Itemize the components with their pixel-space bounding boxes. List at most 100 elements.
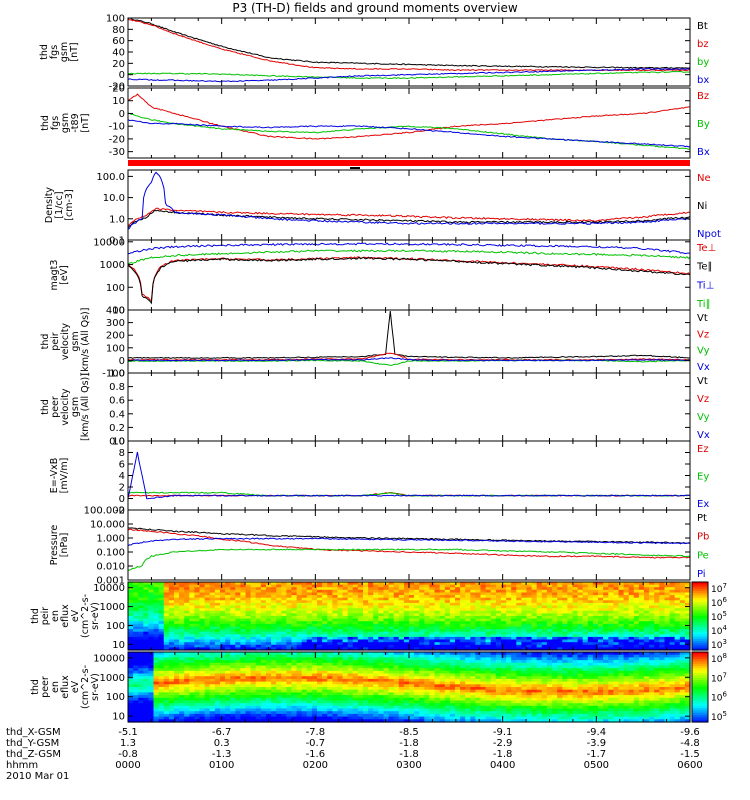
spectrogram-cell	[255, 610, 262, 614]
spectrogram-cell	[153, 636, 160, 641]
spectrogram-cell	[317, 600, 323, 604]
spectrogram-cell	[235, 676, 241, 680]
spectrogram-cell	[199, 626, 206, 630]
spectrogram-cell	[225, 642, 231, 646]
spectrogram-cell	[562, 597, 568, 601]
spectrogram-cell	[260, 613, 267, 617]
spectrogram-cell	[168, 676, 175, 680]
spectrogram-cell	[684, 647, 691, 651]
spectrogram-cell	[174, 700, 180, 704]
spectrogram-cell	[220, 668, 226, 672]
spectrogram-cell	[194, 582, 201, 586]
spectrogram-cell	[332, 595, 339, 599]
spectrogram-cell	[128, 592, 134, 596]
spectrogram-cell	[347, 610, 354, 614]
spectrogram-cell	[260, 644, 267, 648]
spectrogram-cell	[276, 676, 282, 680]
spectrogram-cell	[388, 595, 395, 599]
spectrogram-cell	[179, 592, 185, 596]
spectrogram-cell	[184, 705, 190, 710]
spectrogram-cell	[613, 644, 620, 648]
spectrogram-cell	[654, 616, 660, 620]
spectrogram-cell	[679, 644, 686, 648]
spectrogram-cell	[332, 716, 339, 720]
spectrogram-cell	[618, 631, 625, 635]
spectrogram-cell	[347, 629, 354, 633]
spectrogram-cell	[439, 610, 446, 614]
spectrogram-cell	[444, 626, 451, 630]
spectrogram-cell	[204, 668, 211, 672]
spectrogram-cell	[383, 700, 390, 704]
spectrogram-cell	[327, 668, 333, 672]
spectrogram-cell	[654, 636, 660, 641]
spectrogram-cell	[133, 616, 139, 620]
spectrogram-cell	[148, 605, 155, 609]
spectrogram-cell	[495, 642, 502, 646]
spectrogram-cell	[577, 605, 584, 609]
spectrogram-cell	[659, 582, 665, 586]
spectrogram-cell	[485, 634, 492, 638]
spectrogram-cell	[582, 644, 589, 648]
spectrogram-cell	[393, 692, 400, 696]
spectrogram-cell	[342, 665, 349, 669]
spectrogram-cell	[373, 713, 379, 718]
spectrogram-cell	[214, 639, 221, 643]
spectrogram-cell	[618, 613, 625, 617]
spectrogram-cell	[368, 634, 374, 638]
spectrogram-cell	[138, 587, 144, 591]
spectrogram-cell	[480, 642, 487, 646]
spectrogram-cell	[398, 676, 405, 680]
spectrogram-cell	[255, 647, 262, 651]
spectrogram-cell	[306, 629, 313, 633]
spectrogram-cell	[184, 629, 190, 633]
spectrogram-cell	[204, 605, 211, 609]
y-tick-label: 4	[119, 471, 125, 482]
spectrogram-cell	[342, 605, 349, 609]
spectrogram-cell	[388, 719, 395, 723]
spectrogram-cell	[485, 626, 492, 630]
spectrogram-cell	[276, 708, 282, 712]
spectrogram-cell	[271, 713, 277, 718]
spectrogram-cell	[143, 647, 149, 651]
spectrogram-cell	[220, 654, 226, 658]
spectrogram-cell	[301, 600, 308, 604]
spectrogram-cell	[357, 654, 364, 658]
spectrogram-cell	[260, 623, 267, 627]
spectrogram-cell	[128, 647, 134, 651]
legend-entry-Ne: Ne	[697, 173, 711, 184]
spectrogram-cell	[240, 642, 247, 646]
spectrogram-cell	[363, 662, 369, 667]
spectrogram-cell	[271, 657, 277, 661]
spectrogram-cell	[567, 610, 574, 614]
spectrogram-cell	[511, 592, 517, 596]
spectrogram-cell	[317, 708, 323, 712]
spectrogram-cell	[286, 657, 293, 661]
spectrogram-cell	[281, 716, 287, 720]
spectrogram-cell	[327, 589, 333, 593]
spectrogram-cell	[419, 597, 425, 601]
spectrogram-cell	[449, 613, 456, 617]
spectrogram-cell	[184, 647, 190, 651]
spectrogram-cell	[654, 647, 660, 651]
spectrogram-cell	[245, 647, 252, 651]
spectrogram-cell	[393, 589, 400, 593]
y-tick-label: 6	[119, 460, 125, 471]
spectrogram-cell	[265, 689, 272, 693]
spectrogram-cell	[363, 584, 369, 588]
spectrogram-cell	[133, 708, 139, 712]
spectrogram-cell	[378, 716, 384, 720]
spectrogram-cell	[174, 665, 180, 669]
spectrogram-cell	[567, 582, 574, 586]
spectrogram-cell	[557, 613, 563, 617]
spectrogram-cell	[485, 608, 492, 612]
spectrogram-cell	[414, 634, 420, 638]
spectrogram-cell	[383, 670, 390, 675]
spectrogram-cell	[199, 642, 206, 646]
spectrogram-cell	[327, 584, 333, 588]
spectrogram-cell	[526, 621, 533, 625]
spectrogram-cell	[168, 711, 175, 715]
spectrogram-cell	[271, 711, 277, 715]
spectrogram-cell	[393, 705, 400, 710]
spectrogram-cell	[357, 608, 364, 612]
